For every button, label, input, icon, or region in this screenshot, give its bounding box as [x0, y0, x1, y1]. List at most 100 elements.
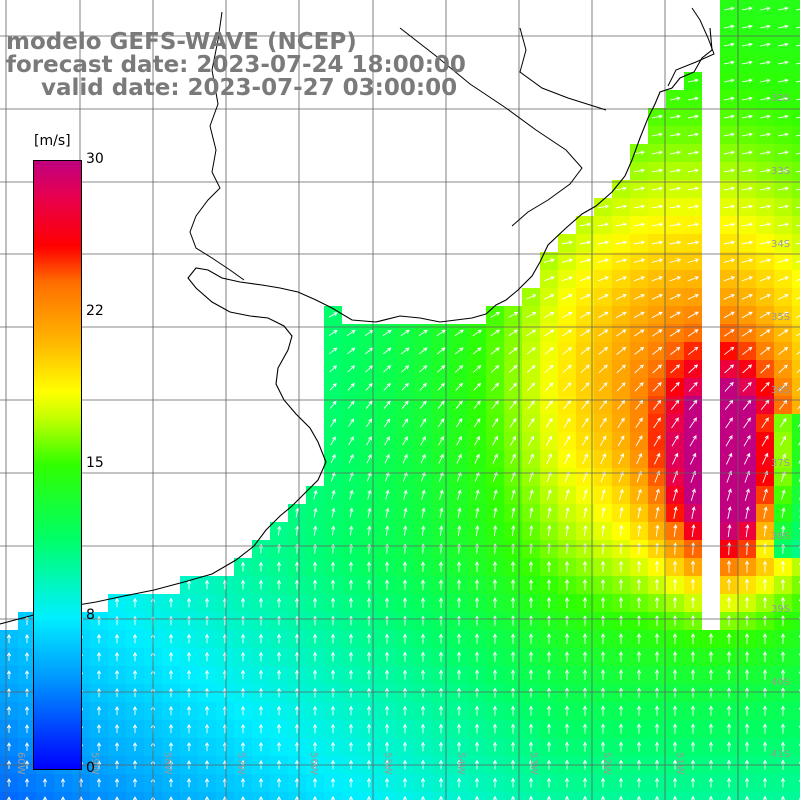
wind-arrow — [619, 506, 624, 519]
wind-arrow — [527, 417, 535, 428]
wind-arrow — [384, 741, 390, 752]
wind-arrow — [742, 24, 753, 29]
wind-arrow — [777, 240, 790, 245]
wind-arrow — [561, 240, 574, 245]
wind-arrow — [294, 705, 300, 716]
wind-arrow — [741, 222, 754, 227]
wind-arrow — [456, 741, 462, 752]
wind-arrow — [490, 329, 500, 337]
wind-arrow — [276, 795, 282, 800]
wind-arrow — [687, 168, 700, 173]
wind-arrow — [671, 434, 679, 447]
wind-arrow — [456, 795, 462, 800]
wind-arrow — [633, 168, 646, 173]
wind-arrow — [796, 62, 800, 65]
wind-arrow — [633, 240, 646, 245]
wind-arrow — [490, 347, 500, 355]
wind-arrow — [473, 418, 481, 428]
wind-arrow — [565, 488, 570, 501]
wind-arrow — [240, 651, 246, 662]
wind-arrow — [455, 382, 464, 391]
wind-arrow — [651, 168, 664, 173]
wind-arrow — [509, 418, 517, 428]
wind-arrow — [796, 98, 800, 101]
wind-arrow — [687, 150, 700, 155]
wind-arrow — [313, 525, 318, 536]
wind-arrow — [402, 597, 408, 608]
wind-arrow — [762, 687, 768, 698]
wind-arrow — [366, 669, 372, 680]
wind-arrow — [778, 6, 789, 11]
wind-arrow — [546, 471, 552, 483]
wind-arrow — [526, 294, 537, 300]
wind-arrow — [383, 382, 391, 391]
wind-arrow — [330, 777, 336, 788]
wind-arrow — [258, 741, 264, 752]
wind-arrow — [795, 134, 800, 137]
latitude-label: 39S — [771, 604, 790, 615]
wind-arrow — [420, 579, 426, 590]
wind-arrow — [276, 561, 282, 572]
wind-arrow — [456, 471, 462, 482]
wind-arrow — [724, 24, 735, 29]
wind-arrow — [24, 796, 30, 800]
wind-arrow — [654, 687, 660, 698]
wind-arrow — [330, 669, 336, 680]
wind-arrow — [366, 777, 372, 788]
wind-arrow — [672, 596, 678, 609]
wind-arrow — [708, 633, 714, 644]
wind-arrow — [168, 597, 174, 608]
wind-arrow — [669, 258, 682, 263]
wind-arrow — [724, 6, 735, 11]
wind-arrow — [455, 418, 463, 428]
wind-arrow — [777, 204, 790, 209]
wind-arrow — [312, 795, 318, 800]
wind-arrow — [402, 561, 408, 572]
wind-arrow — [546, 741, 552, 752]
wind-arrow — [780, 795, 786, 800]
wind-arrow — [492, 579, 498, 590]
wind-arrow — [671, 417, 679, 429]
wind-arrow — [493, 525, 498, 536]
wind-arrow — [383, 418, 391, 428]
wind-arrow — [492, 597, 498, 608]
wind-arrow — [795, 260, 800, 263]
wind-arrow — [760, 42, 771, 47]
wind-speed-cell — [792, 252, 800, 270]
wind-arrow — [347, 400, 355, 409]
wind-arrow — [438, 633, 444, 644]
wind-arrow — [330, 453, 336, 464]
wind-arrow — [597, 294, 609, 300]
wind-arrow — [690, 488, 696, 501]
wind-arrow — [312, 597, 318, 608]
wind-arrow — [689, 434, 697, 447]
wind-arrow — [726, 669, 732, 680]
wind-arrow — [204, 579, 210, 590]
wind-arrow — [564, 723, 570, 734]
wind-arrow — [511, 489, 516, 501]
wind-arrow — [742, 78, 753, 83]
wind-arrow — [601, 488, 606, 501]
wind-arrow — [600, 723, 606, 734]
wind-arrow — [473, 382, 482, 391]
wind-arrow — [651, 276, 664, 282]
wind-arrow — [760, 78, 771, 83]
wind-arrow — [582, 615, 588, 626]
wind-arrow — [744, 795, 750, 800]
wind-arrow — [403, 525, 408, 536]
wind-arrow — [457, 489, 462, 500]
wind-arrow — [528, 435, 535, 446]
wind-arrow — [744, 723, 750, 734]
wind-arrow — [544, 329, 555, 337]
wind-arrow — [742, 364, 753, 374]
wind-arrow — [258, 723, 264, 734]
wind-arrow — [312, 651, 318, 662]
wind-arrow — [384, 436, 390, 446]
wind-speed-cell — [792, 432, 800, 450]
wind-arrow — [547, 489, 552, 501]
wind-arrow — [366, 453, 372, 464]
wind-arrow — [601, 506, 606, 519]
wind-speed-cell — [792, 342, 800, 360]
wind-arrow — [240, 741, 246, 752]
wind-arrow — [366, 615, 372, 626]
